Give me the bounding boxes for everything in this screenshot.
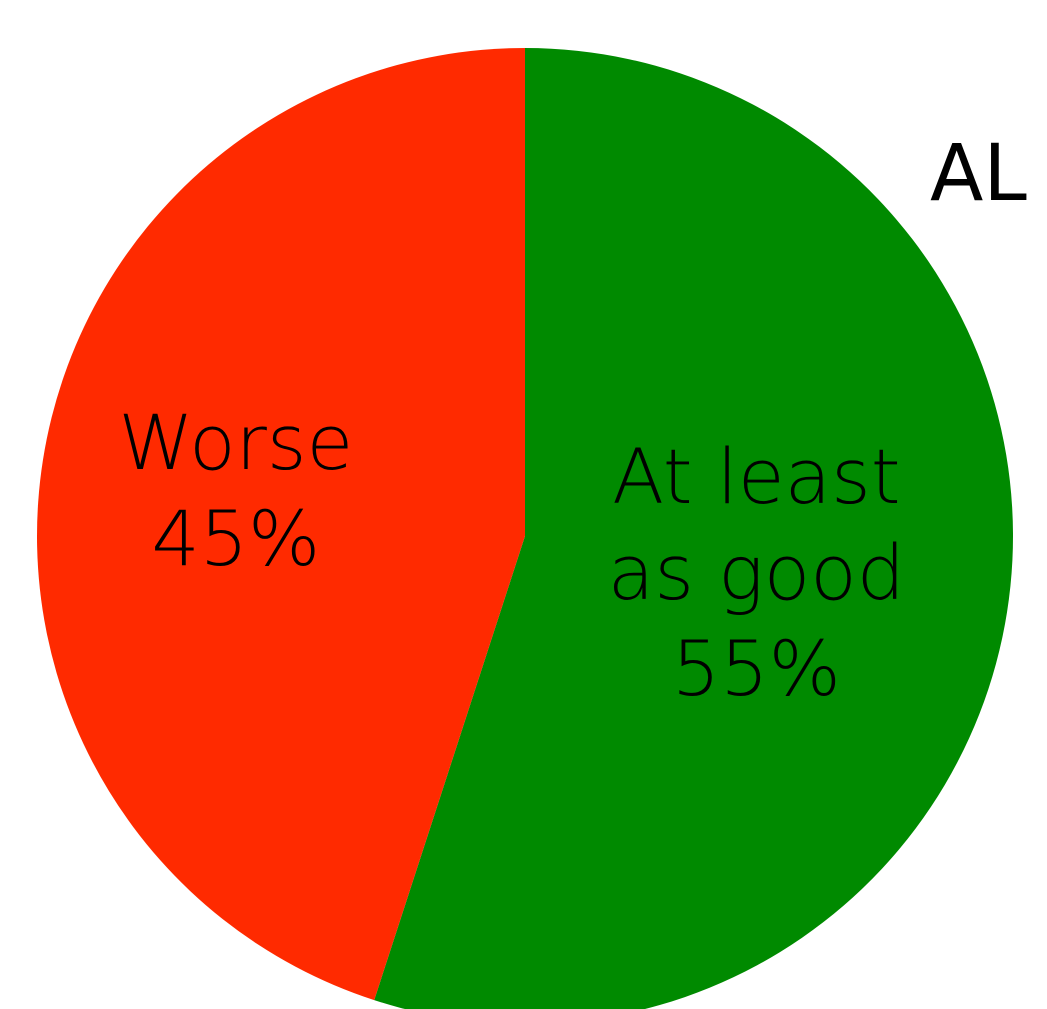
chart-title: AL: [930, 129, 1027, 219]
slice-percent-label: 55%: [672, 624, 841, 713]
slice-category-label: as good: [608, 528, 905, 617]
pie-slices: [37, 48, 1013, 1009]
slice-category-label: At least: [612, 432, 900, 521]
slice-category-label: Worse: [118, 398, 353, 487]
pie-slice: [374, 48, 1013, 1009]
pie-slice: [37, 48, 525, 1001]
slice-percent-label: 45%: [151, 494, 320, 583]
